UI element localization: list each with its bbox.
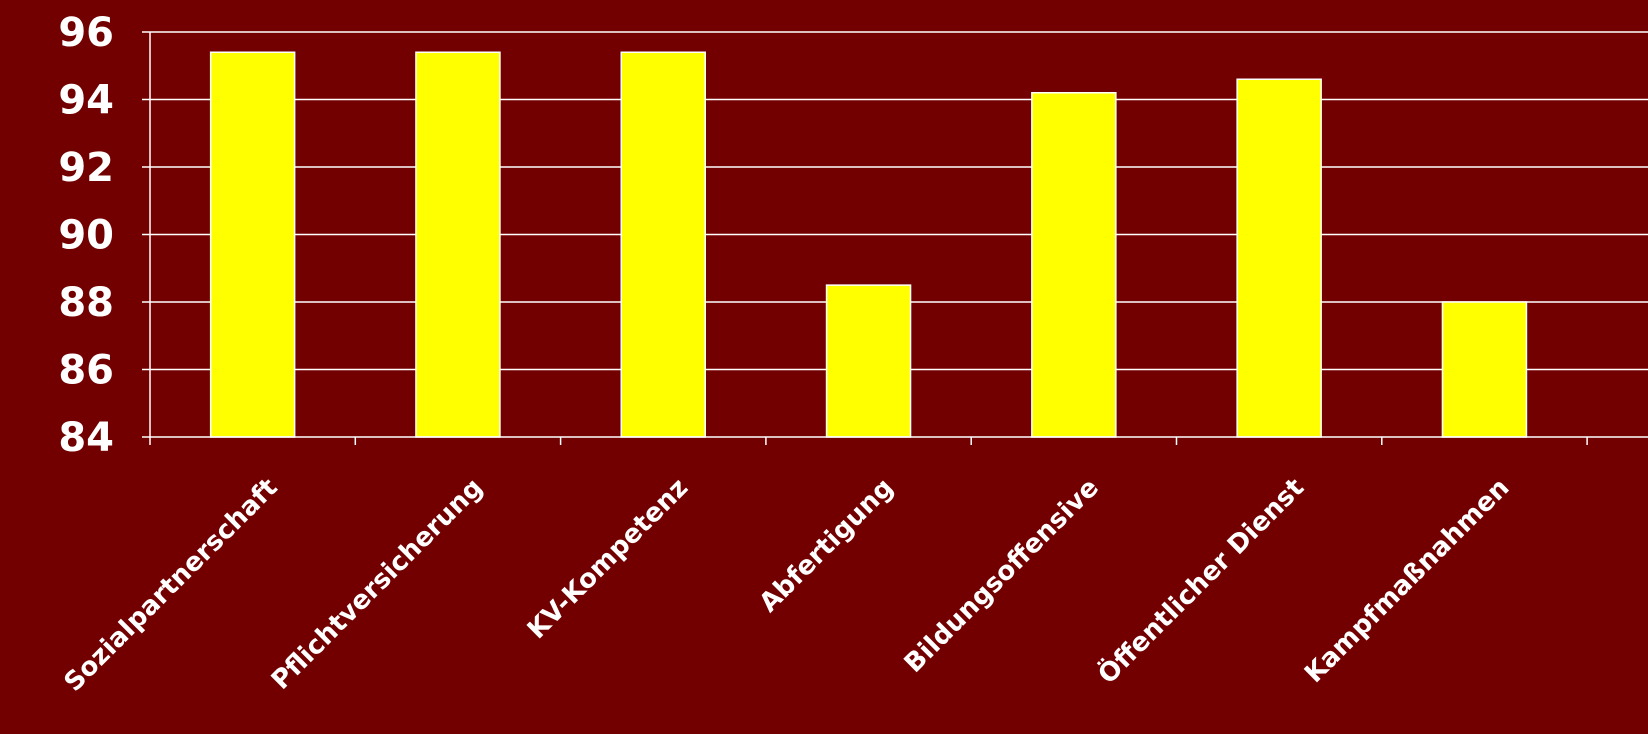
y-tick-label: 92 bbox=[58, 145, 114, 191]
y-axis-ticks: 84 86 88 90 92 94 96 bbox=[58, 10, 150, 461]
bar bbox=[620, 51, 706, 438]
bar bbox=[415, 51, 501, 438]
bars bbox=[209, 51, 1528, 438]
y-tick-label: 84 bbox=[58, 415, 114, 461]
bar bbox=[1031, 92, 1117, 438]
bar bbox=[1236, 78, 1322, 438]
y-tick-label: 90 bbox=[58, 213, 114, 259]
y-tick-label: 96 bbox=[58, 10, 114, 56]
y-tick-label: 86 bbox=[58, 348, 114, 394]
bar bbox=[209, 51, 296, 438]
bar bbox=[1441, 301, 1528, 438]
bar bbox=[825, 284, 912, 438]
y-tick-label: 88 bbox=[58, 280, 114, 326]
y-tick-label: 94 bbox=[58, 78, 114, 124]
